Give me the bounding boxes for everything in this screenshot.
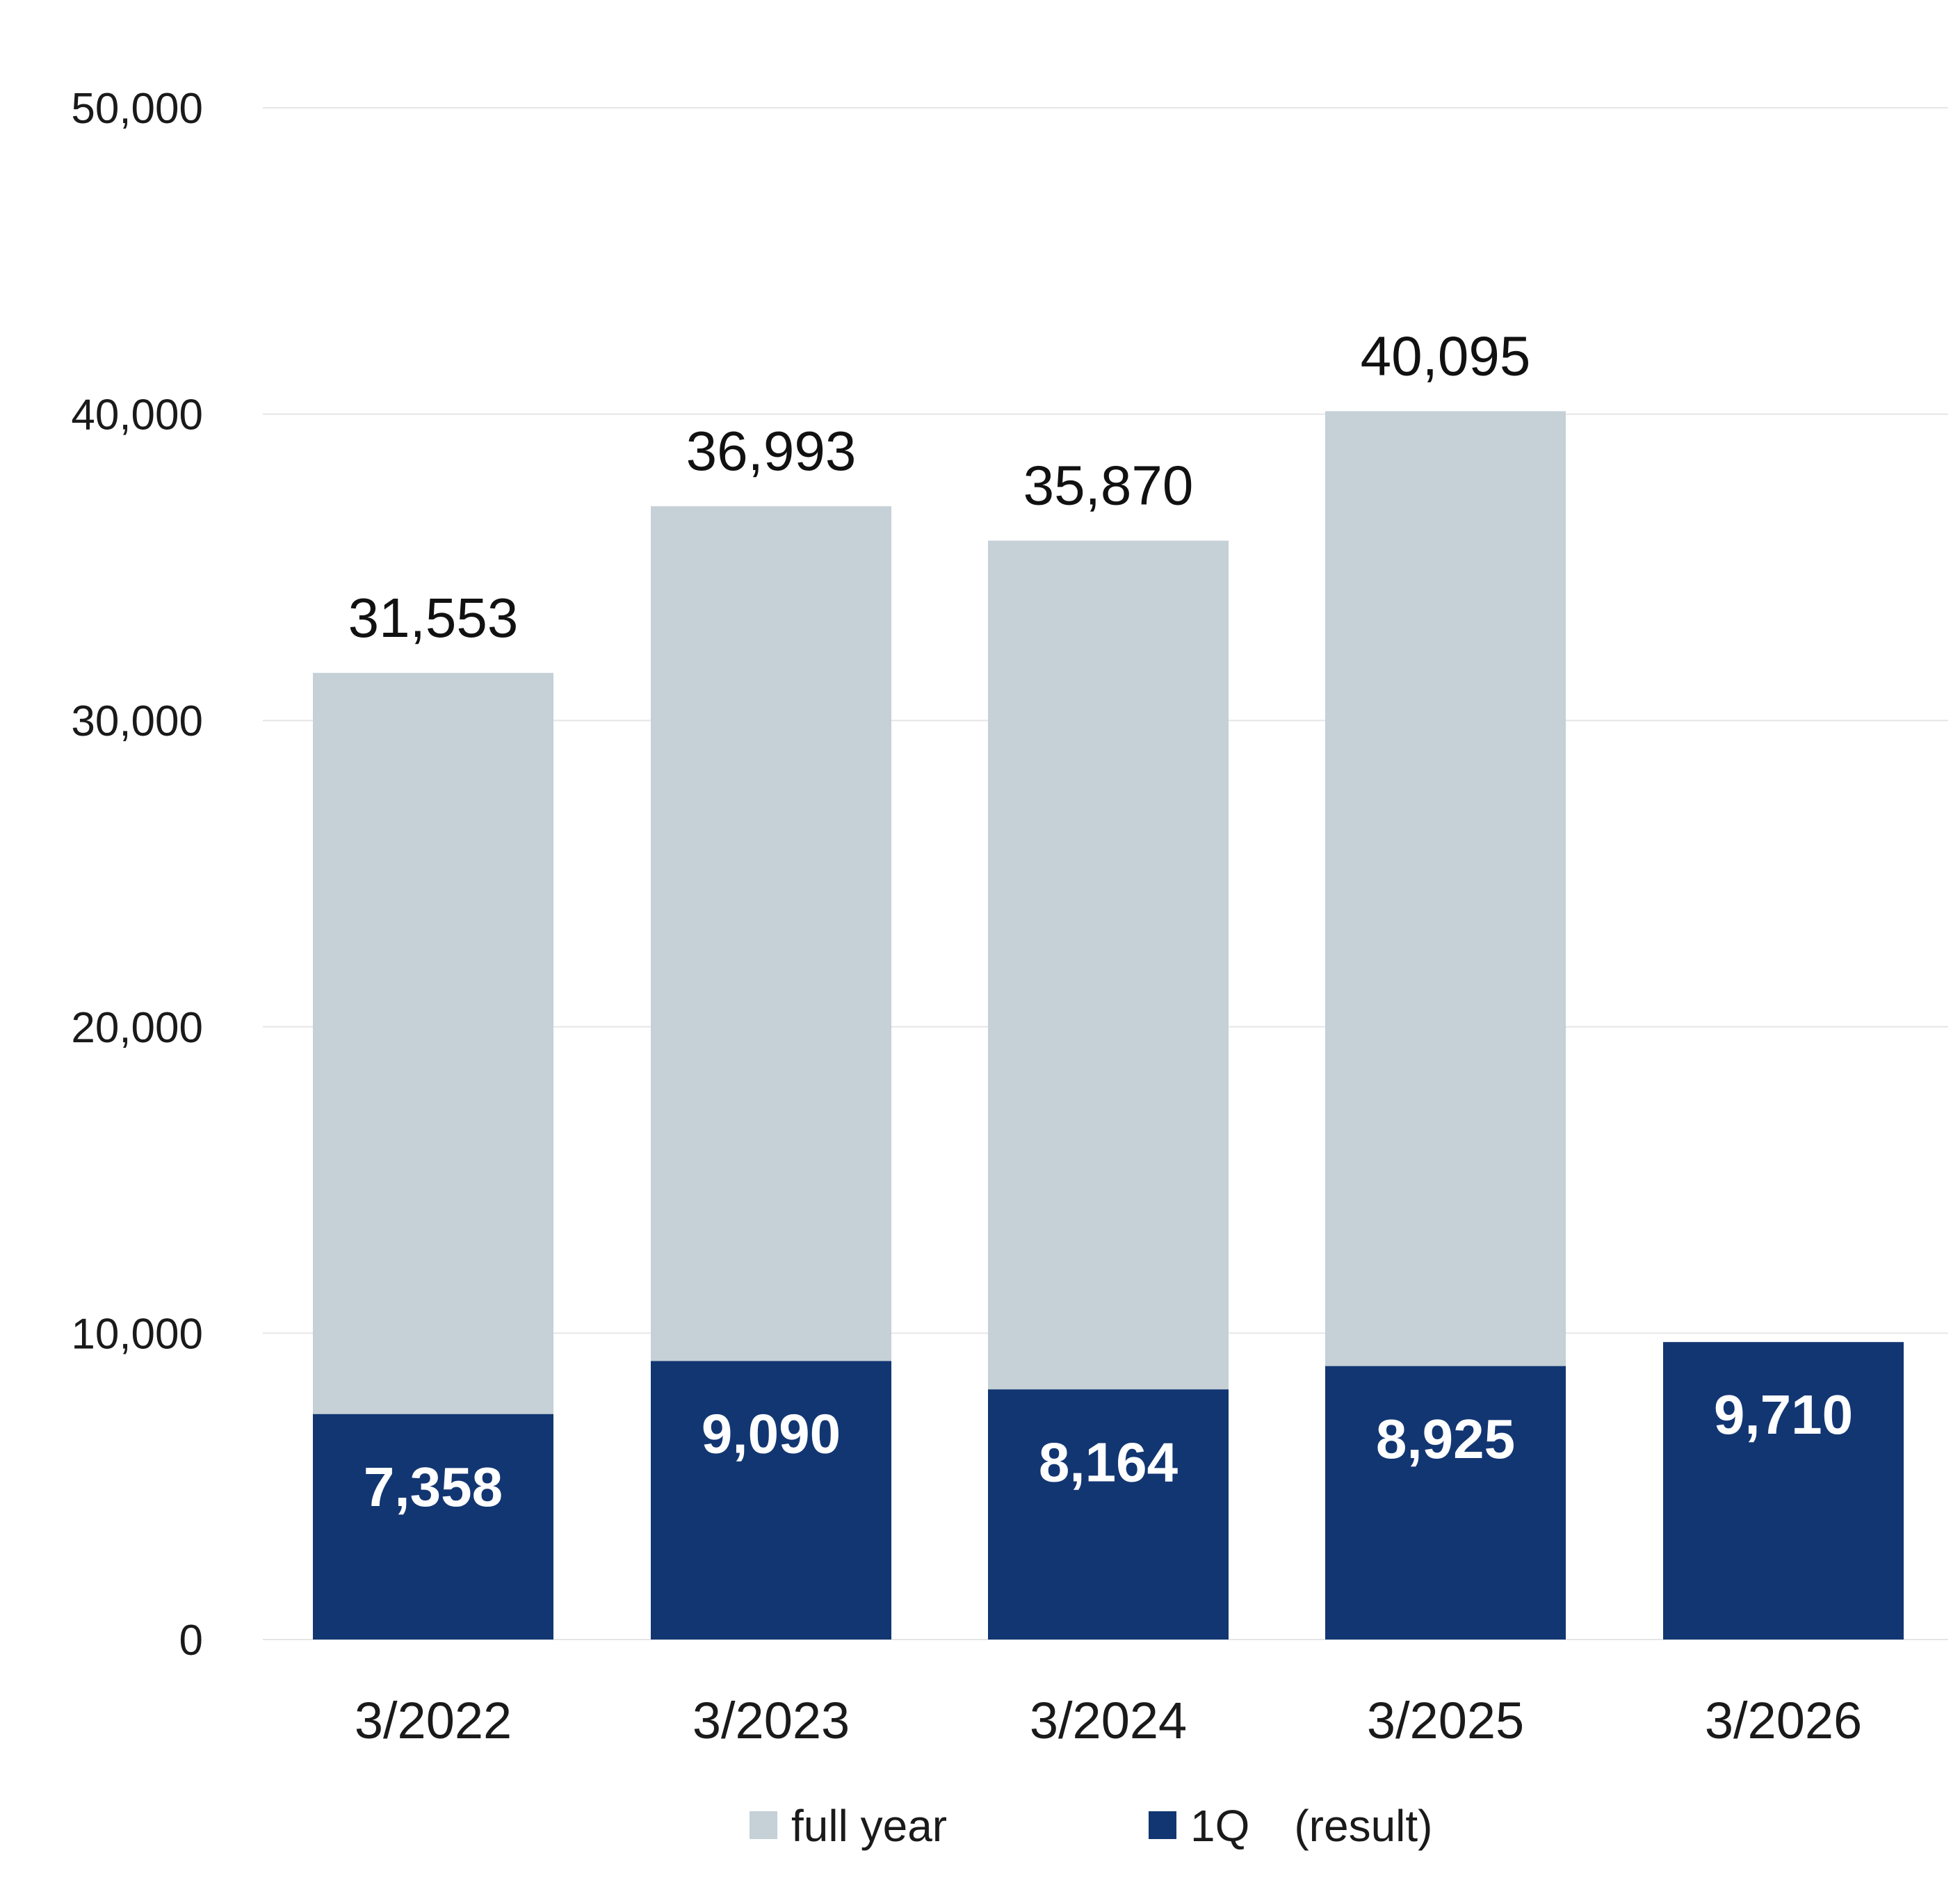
bar-1q bbox=[651, 1361, 891, 1640]
legend-label-full-year: full year bbox=[791, 1801, 947, 1851]
bars: 31,553 7,358 36,993 9,090 35,870 8,164 40,095 8… bbox=[313, 325, 1904, 1640]
bar-1q bbox=[1663, 1342, 1904, 1640]
data-label-full-year: 40,095 bbox=[1361, 325, 1531, 387]
legend-swatch-1q bbox=[1149, 1811, 1176, 1839]
data-label-1q: 7,358 bbox=[364, 1456, 503, 1518]
legend-swatch-full-year bbox=[750, 1811, 777, 1839]
legend: full year 1Q (result) bbox=[750, 1801, 1433, 1851]
y-tick-label: 50,000 bbox=[71, 85, 203, 133]
x-tick-label: 3/2023 bbox=[693, 1692, 850, 1749]
data-label-full-year: 35,870 bbox=[1023, 455, 1194, 517]
x-tick-label: 3/2024 bbox=[1030, 1692, 1187, 1749]
y-tick-label: 20,000 bbox=[71, 1004, 203, 1052]
y-tick-label: 0 bbox=[179, 1617, 203, 1665]
data-label-1q: 8,925 bbox=[1376, 1408, 1515, 1470]
y-tick-label: 10,000 bbox=[71, 1310, 203, 1358]
data-label-full-year: 36,993 bbox=[686, 420, 857, 482]
bar-1q bbox=[988, 1389, 1229, 1640]
bar-1q bbox=[313, 1414, 553, 1640]
data-label-1q: 9,710 bbox=[1714, 1384, 1853, 1446]
x-axis: 3/2022 3/2023 3/2024 3/2025 3/2026 bbox=[355, 1692, 1862, 1749]
x-tick-label: 3/2022 bbox=[355, 1692, 512, 1749]
data-label-full-year: 31,553 bbox=[348, 587, 519, 649]
y-tick-label: 40,000 bbox=[71, 391, 203, 439]
y-tick-label: 30,000 bbox=[71, 697, 203, 745]
data-label-1q: 9,090 bbox=[702, 1402, 841, 1464]
data-label-1q: 8,164 bbox=[1039, 1431, 1179, 1493]
x-tick-label: 3/2026 bbox=[1705, 1692, 1862, 1749]
legend-label-1q: 1Q (result) bbox=[1190, 1801, 1433, 1851]
y-axis: 0 10,000 20,000 30,000 40,000 50,000 bbox=[71, 85, 203, 1665]
bar-1q bbox=[1325, 1366, 1566, 1640]
x-tick-label: 3/2025 bbox=[1367, 1692, 1524, 1749]
